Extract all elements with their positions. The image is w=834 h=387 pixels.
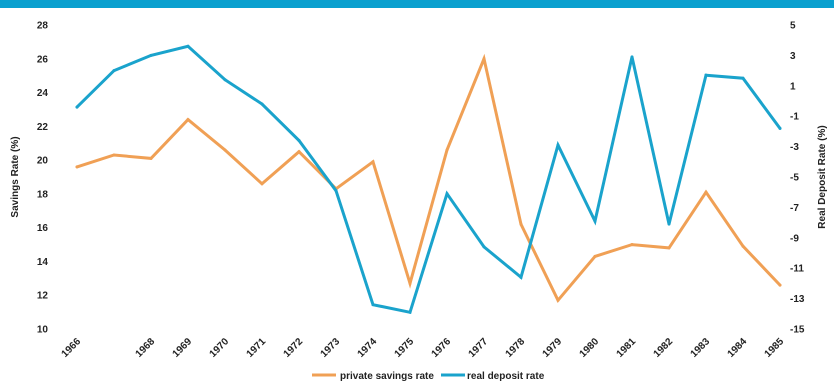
x-tick-label: 1981 — [615, 336, 639, 360]
series-1-point — [149, 53, 153, 57]
series-0-point — [186, 118, 190, 122]
left-tick-label: 22 — [37, 122, 49, 133]
series-1-point — [593, 219, 597, 223]
right-tick-label: 1 — [790, 81, 796, 92]
series-0-point — [260, 182, 264, 186]
series-1-point — [260, 102, 264, 106]
x-tick-label: 1971 — [245, 336, 269, 360]
right-tick-label: 3 — [790, 51, 796, 62]
left-tick-label: 14 — [37, 257, 49, 268]
right-tick-label: -15 — [790, 325, 805, 336]
x-tick-label: 1984 — [726, 336, 750, 360]
series-1-point — [408, 310, 412, 314]
series-1-point — [778, 126, 782, 130]
x-tick-label: 1972 — [282, 336, 306, 360]
right-tick-label: -5 — [790, 173, 799, 184]
x-tick-label: 1966 — [60, 336, 84, 360]
series-0-point — [482, 57, 486, 61]
series-line-1 — [75, 44, 782, 315]
series-0-point — [445, 148, 449, 152]
right-tick-label: -9 — [790, 233, 799, 244]
x-tick-label: 1978 — [504, 336, 528, 360]
right-tick-label: -1 — [790, 112, 799, 123]
left-tick-label: 26 — [37, 54, 49, 65]
x-tick-label: 1980 — [578, 336, 602, 360]
x-tick-label: 1982 — [652, 336, 676, 360]
series-0-point — [704, 190, 708, 194]
x-tick-label: 1974 — [356, 336, 380, 360]
x-tick-label: 1975 — [393, 336, 417, 360]
x-tick-label: 1968 — [134, 336, 158, 360]
top-color-band — [0, 0, 834, 8]
left-tick-label: 20 — [37, 156, 49, 167]
series-0-point — [593, 254, 597, 258]
series-layer — [75, 44, 782, 315]
series-1-point — [445, 192, 449, 196]
left-tick-label: 28 — [37, 21, 49, 32]
series-0-point — [371, 160, 375, 164]
x-tick-label: 1969 — [171, 336, 195, 360]
left-tick-label: 18 — [37, 189, 49, 200]
left-axis-title: Savings Rate (%) — [10, 136, 21, 217]
series-1-point — [667, 222, 671, 226]
series-0-point — [630, 243, 634, 247]
series-0-point — [667, 246, 671, 250]
series-1-point — [334, 189, 338, 193]
right-tick-label: -7 — [790, 203, 799, 214]
series-1-point — [75, 105, 79, 109]
x-tick-label: 1976 — [430, 336, 454, 360]
series-0-point — [112, 153, 116, 157]
x-tick-label: 1985 — [763, 336, 787, 360]
left-tick-label: 24 — [37, 88, 49, 99]
right-axis-title: Real Deposit Rate (%) — [817, 125, 828, 228]
series-0-point — [741, 244, 745, 248]
series-0-point — [519, 222, 523, 226]
x-tick-label: 1979 — [541, 336, 565, 360]
series-0-point — [556, 298, 560, 302]
right-tick-label: -3 — [790, 142, 799, 153]
right-tick-label: -11 — [790, 264, 804, 275]
left-tick-label: 10 — [37, 325, 49, 336]
series-0-point — [75, 165, 79, 169]
series-1-point — [371, 303, 375, 307]
legend-label-real-deposit: real deposit rate — [467, 371, 545, 382]
left-axis: 10 12 14 16 18 20 22 24 26 28 — [37, 21, 49, 336]
series-0-point — [408, 281, 412, 285]
series-0-point — [297, 150, 301, 154]
series-1-point — [297, 139, 301, 143]
left-tick-label: 12 — [37, 291, 49, 302]
left-tick-label: 16 — [37, 223, 49, 234]
series-1-point — [223, 78, 227, 82]
x-tick-label: 1973 — [319, 336, 343, 360]
x-tick-label: 1970 — [208, 336, 232, 360]
right-tick-label: -13 — [790, 294, 805, 305]
series-1-point — [519, 275, 523, 279]
legend: private savings rate real deposit rate — [312, 371, 545, 382]
x-tick-label: 1983 — [689, 336, 713, 360]
series-0-point — [778, 283, 782, 287]
series-1-point — [186, 44, 190, 48]
x-axis: 1966 1968 1969 1970 1971 1972 1973 1974 1975 1976… — [60, 336, 787, 360]
series-1-point — [112, 69, 116, 73]
series-0-point — [149, 156, 153, 160]
series-0-point — [223, 148, 227, 152]
x-tick-label: 1977 — [467, 336, 491, 360]
series-1-point — [556, 143, 560, 147]
series-line-0 — [75, 53, 782, 304]
series-1-point — [704, 73, 708, 77]
series-1-point — [741, 76, 745, 80]
series-1-point — [482, 245, 486, 249]
legend-label-private-savings: private savings rate — [340, 371, 434, 382]
series-1-point — [630, 55, 634, 59]
right-tick-label: 5 — [790, 21, 796, 32]
